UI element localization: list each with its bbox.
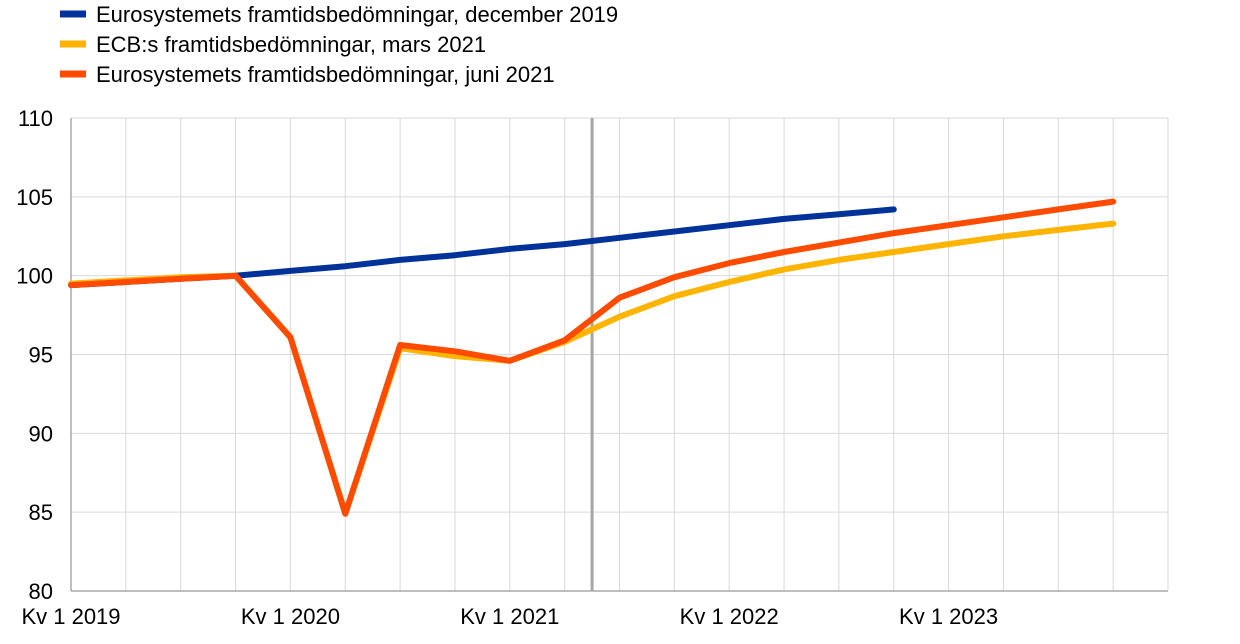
x-tick-label: Kv 1 2021	[460, 604, 559, 629]
x-tick-label: Kv 1 2020	[241, 604, 340, 629]
x-tick-label: Kv 1 2022	[680, 604, 779, 629]
tick-labels: 80 85 90 95 100 105 110 Kv 1 2019 Kv 1 2020 Kv 1 …	[16, 106, 998, 629]
legend: Eurosystemets framtidsbedömningar, decem…	[60, 2, 618, 87]
y-tick-label: 85	[29, 500, 53, 525]
x-tick-label: Kv 1 2019	[21, 604, 120, 629]
y-tick-label: 90	[29, 421, 53, 446]
y-tick-label: 95	[29, 343, 53, 368]
y-tick-label: 105	[16, 185, 53, 210]
gridlines	[71, 117, 1169, 592]
series-lines	[68, 198, 1117, 517]
y-tick-label: 100	[16, 264, 53, 289]
series-line-3	[68, 198, 1117, 517]
legend-label: Eurosystemets framtidsbedömningar, decem…	[96, 2, 618, 27]
x-tick-label: Kv 1 2023	[899, 604, 998, 629]
y-tick-label: 80	[29, 579, 53, 604]
axes	[70, 118, 1168, 592]
legend-label: ECB:s framtidsbedömningar, mars 2021	[96, 32, 486, 57]
y-tick-label: 110	[18, 106, 53, 131]
legend-label: Eurosystemets framtidsbedömningar, juni …	[96, 62, 555, 87]
